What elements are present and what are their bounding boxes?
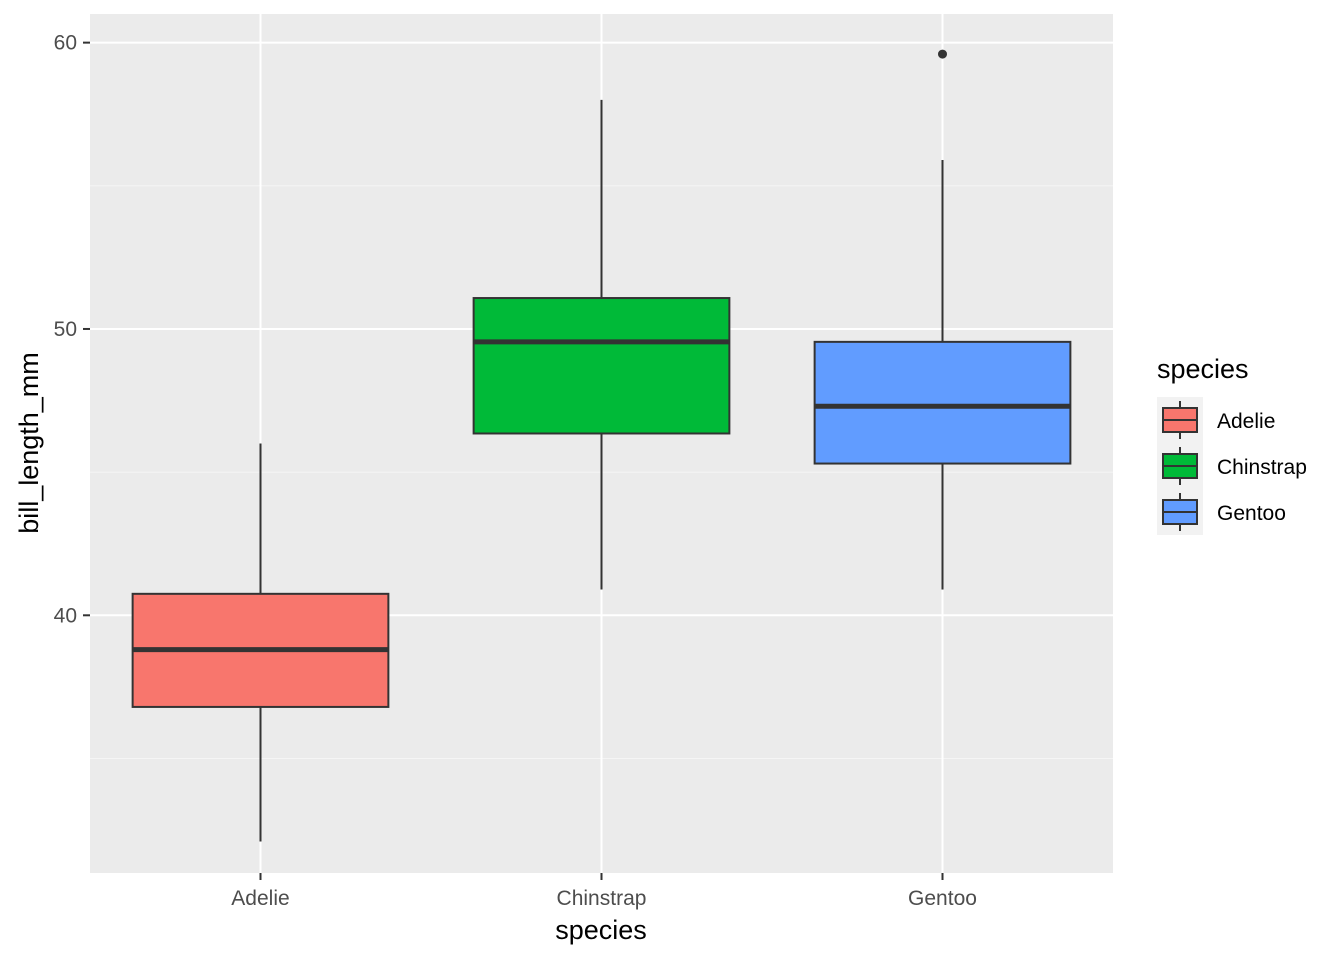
y-tick-label: 40 [54,604,77,627]
box-adelie [131,443,390,842]
x-axis-title: species [555,915,647,945]
legend-item-chinstrap: Chinstrap [1157,443,1307,489]
axes: 40 50 60 Adelie Chinstrap Gentoo [54,32,977,910]
box-body [813,340,1072,465]
x-tick-label: Adelie [231,887,289,910]
legend-item-adelie: Adelie [1157,397,1275,443]
y-tick-label: 60 [54,32,77,55]
legend: species Adelie Chinstrap Gentoo [1157,354,1307,535]
x-tick-label: Gentoo [908,887,977,910]
y-axis-title: bill_length_mm [14,352,44,534]
box-body [472,297,731,435]
legend-label: Chinstrap [1217,456,1307,479]
box-layer [131,49,1072,842]
legend-label: Adelie [1217,410,1275,433]
legend-label: Gentoo [1217,502,1286,525]
outlier-point [938,49,947,59]
x-tick-label: Chinstrap [557,887,647,910]
legend-title: species [1157,354,1249,384]
box-gentoo [813,49,1072,590]
box-chinstrap [472,99,731,590]
legend-item-gentoo: Gentoo [1157,489,1286,535]
y-tick-label: 50 [54,318,77,341]
